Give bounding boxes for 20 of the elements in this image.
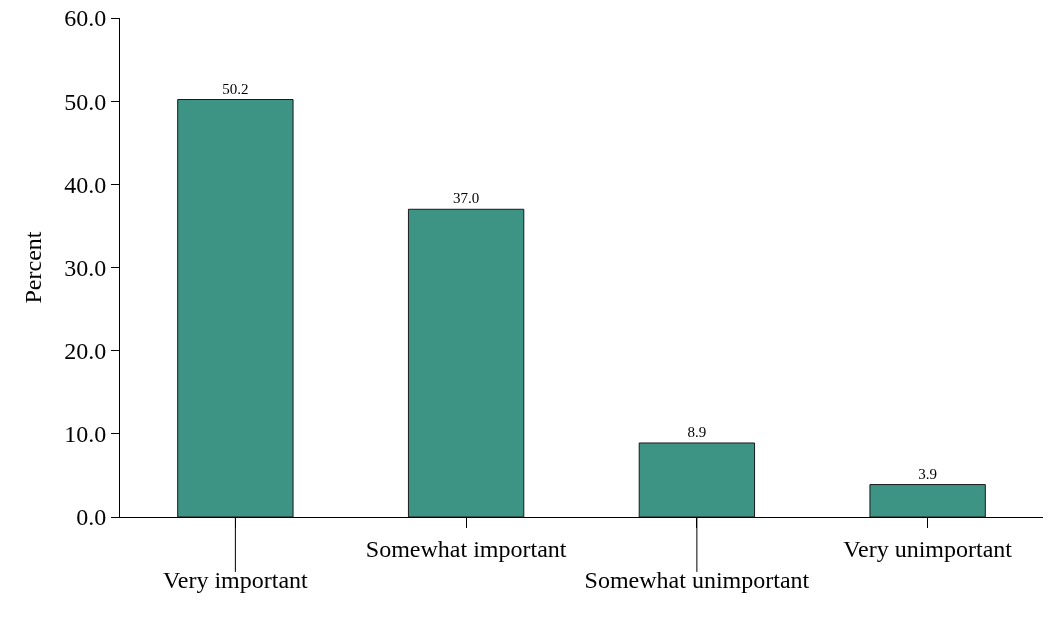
bar xyxy=(869,484,986,517)
x-tick-label: Somewhat unimportant xyxy=(584,567,810,593)
y-tick-label: 40.0 xyxy=(64,171,107,198)
data-label: 8.9 xyxy=(687,423,707,440)
y-tick-label: 0.0 xyxy=(76,504,107,531)
x-tick-label: Somewhat important xyxy=(365,535,567,562)
data-label: 3.9 xyxy=(918,465,937,482)
y-tick-label: 50.0 xyxy=(64,88,107,115)
bar xyxy=(638,442,756,517)
x-tick-label: Very important xyxy=(163,567,309,593)
x-tick-label: Very unimportant xyxy=(843,535,1013,562)
data-label: 50.2 xyxy=(222,80,249,97)
data-label: 37.0 xyxy=(453,190,480,207)
y-axis-title: Percent xyxy=(20,231,47,304)
bar xyxy=(407,208,525,517)
y-tick-label: 20.0 xyxy=(64,338,107,365)
y-tick-label: 10.0 xyxy=(64,421,107,448)
y-tick-label: 30.0 xyxy=(64,254,107,281)
bar xyxy=(177,99,294,517)
y-tick-label: 60.0 xyxy=(64,5,107,32)
